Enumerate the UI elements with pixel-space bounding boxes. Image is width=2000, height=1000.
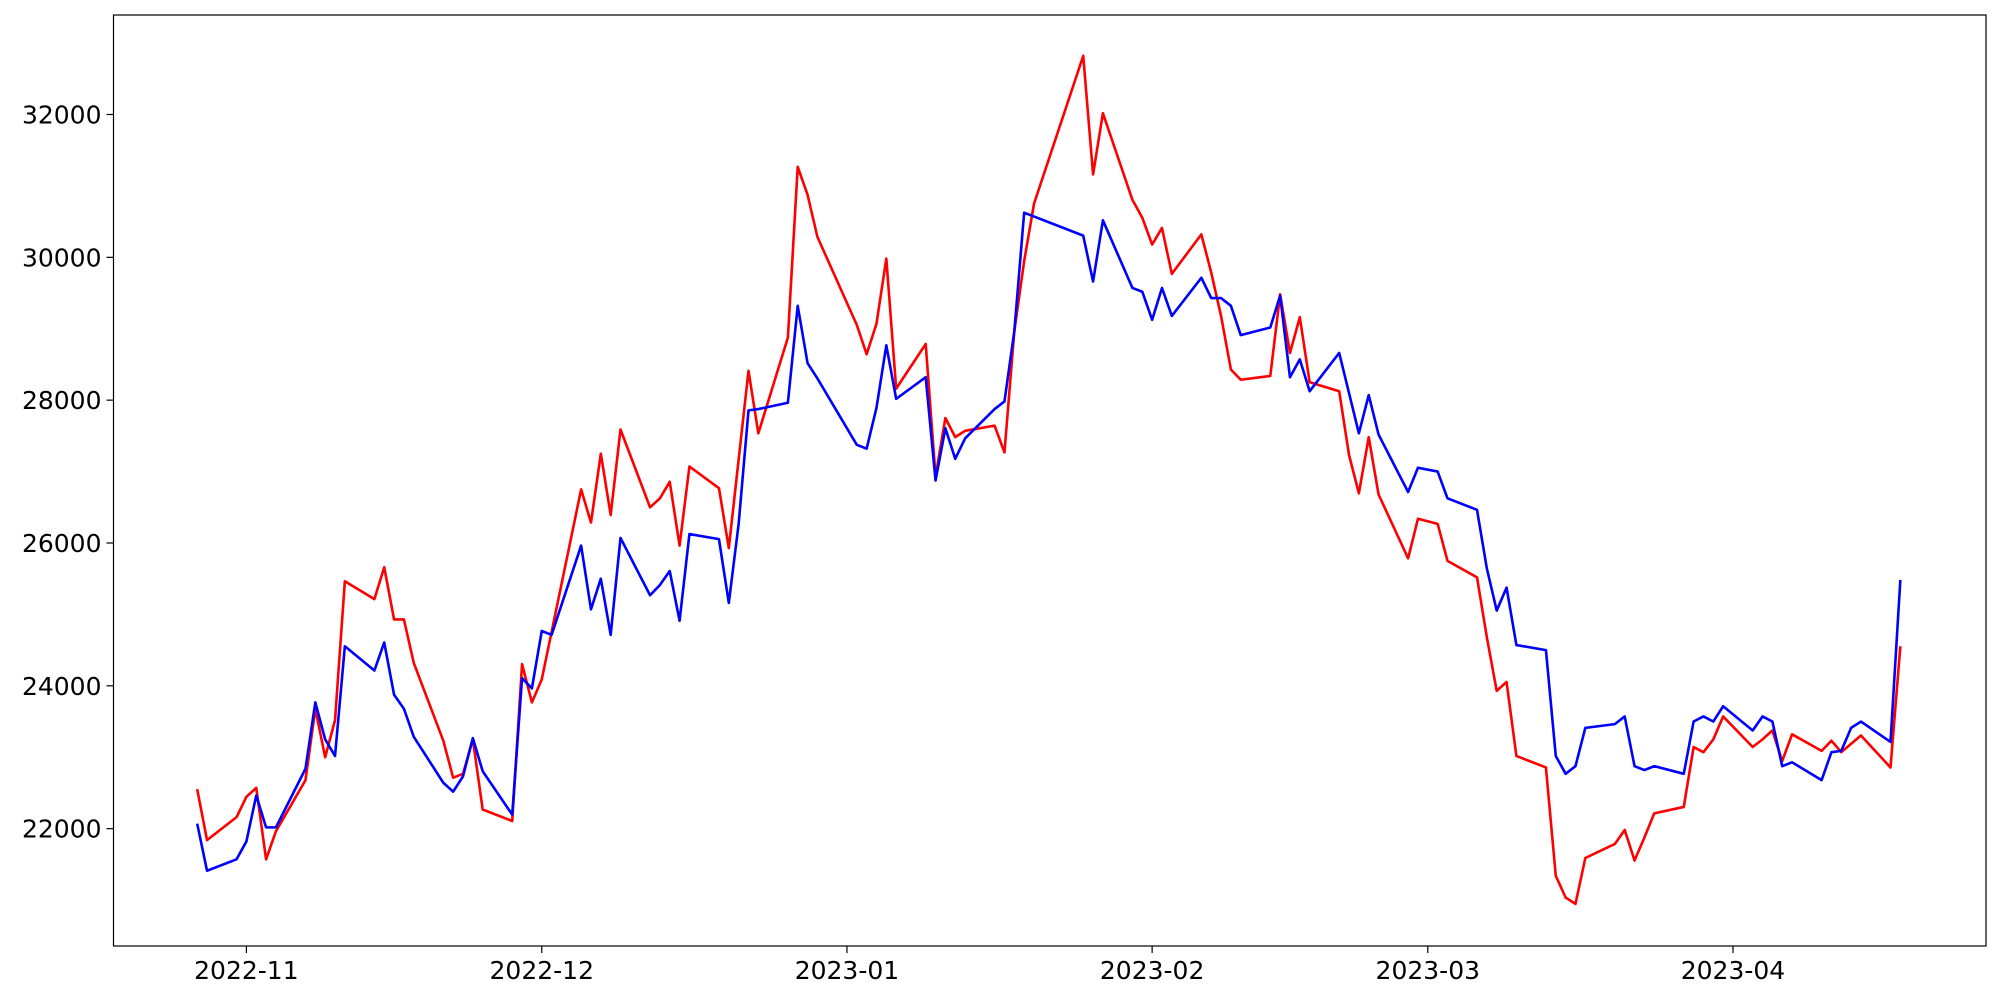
line-series — [195, 54, 1902, 906]
x-tick-label: 2023-02 — [1100, 956, 1204, 985]
x-tick-label: 2023-01 — [795, 956, 899, 985]
plot-frame — [112, 14, 1987, 947]
y-tick-label: 30000 — [22, 243, 102, 272]
x-tick-label: 2022-12 — [490, 956, 594, 985]
x-tick-label: 2022-11 — [194, 956, 298, 985]
y-tick-label: 26000 — [22, 529, 102, 558]
y-tick-label: 32000 — [22, 100, 102, 129]
y-tick-label: 24000 — [22, 672, 102, 701]
y-tick-label: 28000 — [22, 386, 102, 415]
y-tick-label: 22000 — [22, 815, 102, 844]
x-tick-label: 2023-04 — [1681, 956, 1785, 985]
x-tick-label: 2023-03 — [1376, 956, 1480, 985]
line-series — [195, 211, 1902, 873]
